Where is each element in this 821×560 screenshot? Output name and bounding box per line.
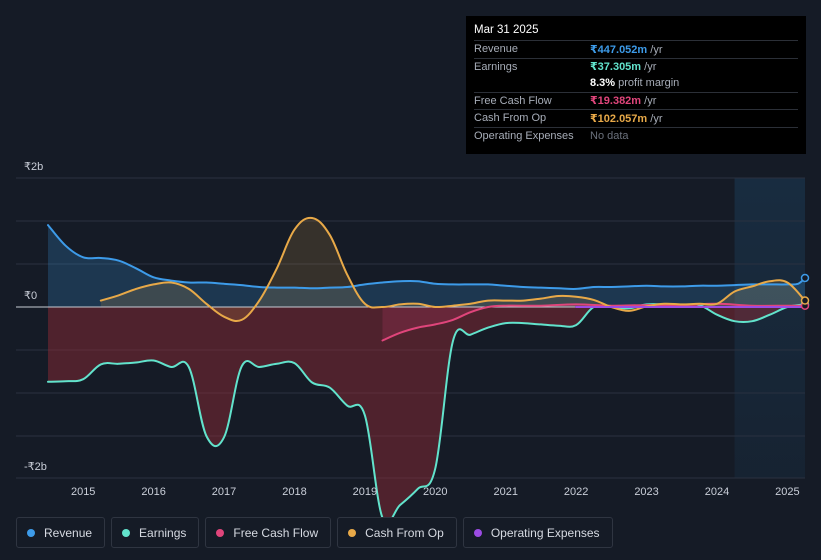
legend: Revenue Earnings Free Cash Flow Cash Fro… <box>16 517 613 548</box>
tooltip-fcf-unit: /yr <box>644 95 657 108</box>
y-axis-labels: ₹2b ₹0 -₹2b <box>24 161 47 473</box>
cash-from-op-dot-icon <box>348 528 357 537</box>
x-axis-labels: 2015 2016 2017 2018 2019 2020 2021 2022 2023 2024… <box>71 486 800 498</box>
tooltip-revenue-value: ₹447.052m <box>590 43 648 56</box>
tooltip-row-revenue: Revenue ₹447.052m /yr <box>474 40 798 58</box>
tooltip-panel: Mar 31 2025 Revenue ₹447.052m /yr Earnin… <box>466 16 806 154</box>
series-endpoints <box>800 273 810 310</box>
y-tick-label-0: ₹2b <box>24 161 43 173</box>
legend-item-operating-expenses[interactable]: Operating Expenses <box>462 517 613 548</box>
series-lines <box>47 216 806 525</box>
x-tick-label-2020: 2020 <box>423 486 447 498</box>
x-tick-label-2017: 2017 <box>212 486 236 498</box>
free-cash-flow-line <box>381 302 806 342</box>
x-tick-label-2015: 2015 <box>71 486 95 498</box>
x-tick-label-2021: 2021 <box>493 486 517 498</box>
tooltip-fcf-value: ₹19.382m <box>590 95 642 108</box>
legend-label-revenue: Revenue <box>44 525 93 540</box>
tooltip-cfo-unit: /yr <box>650 112 663 125</box>
revenue-endpoint <box>800 273 810 283</box>
tooltip-earnings-unit: /yr <box>644 61 657 74</box>
x-tick-label-2023: 2023 <box>634 486 658 498</box>
earnings-dot-icon <box>122 528 131 537</box>
x-tick-label-2018: 2018 <box>282 486 306 498</box>
cash-from-op-line <box>99 216 806 323</box>
tooltip-row-margin: 8.3% profit margin <box>474 75 798 92</box>
revenue-area <box>48 225 805 307</box>
x-tick-label-2025: 2025 <box>775 486 799 498</box>
forecast-highlight-band <box>734 178 805 478</box>
y-tick-label-2: -₹2b <box>24 461 47 473</box>
earnings-area <box>48 304 805 524</box>
tooltip-row-fcf: Free Cash Flow ₹19.382m /yr <box>474 91 798 110</box>
tooltip-earnings-label: Earnings <box>474 60 518 73</box>
x-tick-label-2019: 2019 <box>353 486 377 498</box>
tooltip-fcf-label: Free Cash Flow <box>474 94 552 107</box>
legend-label-earnings: Earnings <box>139 525 187 540</box>
tooltip-row-opex: Operating Expenses No data <box>474 126 798 145</box>
legend-item-revenue[interactable]: Revenue <box>16 517 106 548</box>
tooltip-row-earnings: Earnings ₹37.305m /yr <box>474 57 798 76</box>
legend-label-cash-from-op: Cash From Op <box>365 525 444 540</box>
operating-expenses-dot-icon <box>473 528 482 537</box>
legend-item-cash-from-op[interactable]: Cash From Op <box>337 517 457 548</box>
tooltip-row-cfo: Cash From Op ₹102.057m /yr <box>474 109 798 127</box>
gridlines <box>16 177 805 479</box>
revenue-dot-icon <box>27 528 35 537</box>
x-tick-label-2022: 2022 <box>564 486 588 498</box>
tooltip-opex-value: No data <box>590 129 629 142</box>
y-tick-label-1: ₹0 <box>24 290 37 302</box>
tooltip-margin-value: 8.3% <box>590 77 616 90</box>
legend-label-operating-expenses: Operating Expenses <box>490 525 600 540</box>
tooltip-cfo-label: Cash From Op <box>474 112 547 125</box>
legend-label-free-cash-flow: Free Cash Flow <box>233 525 319 540</box>
tooltip-opex-label: Operating Expenses <box>474 129 574 142</box>
cash-from-op-area <box>100 217 806 322</box>
legend-item-free-cash-flow[interactable]: Free Cash Flow <box>205 517 332 548</box>
cash-from-op-endpoint <box>800 296 810 305</box>
free-cash-flow-dot-icon <box>216 528 225 537</box>
x-tick-label-2016: 2016 <box>141 486 165 498</box>
tooltip-revenue-label: Revenue <box>474 43 519 56</box>
tooltip-cfo-value: ₹102.057m <box>590 112 648 125</box>
tooltip-date: Mar 31 2025 <box>474 24 539 36</box>
x-tick-label-2024: 2024 <box>705 486 729 498</box>
legend-item-earnings[interactable]: Earnings <box>111 517 200 548</box>
tooltip-revenue-unit: /yr <box>650 43 663 56</box>
tooltip-margin-text: profit margin <box>618 77 680 90</box>
revenue-line <box>47 224 806 290</box>
tooltip-earnings-value: ₹37.305m <box>590 61 642 74</box>
